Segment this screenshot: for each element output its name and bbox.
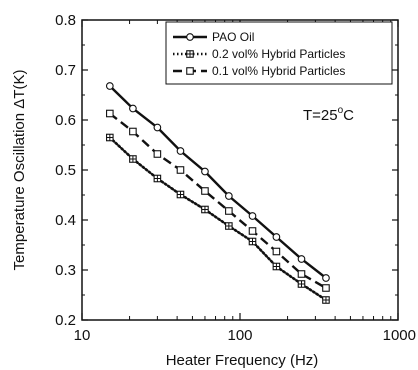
axis-ticks: 0.2 0.3 0.4 0.5 0.6 0.7 0.8 10 100 1000 (55, 12, 416, 344)
data-point (225, 222, 233, 230)
annotation-sup: o (338, 105, 344, 116)
legend-marker-box (186, 67, 194, 75)
data-point-box (106, 109, 114, 118)
series-line (108, 85, 327, 279)
legend: PAO Oil 0.2 vol% Hybrid Particles 0.1 vol%… (165, 21, 393, 85)
y-tick-label: 0.4 (55, 212, 76, 229)
data-point (153, 174, 162, 183)
data-point (153, 123, 162, 132)
y-tick-label: 0.3 (55, 262, 76, 279)
series-group (105, 82, 330, 304)
data-point (272, 262, 281, 271)
data-point-box (272, 247, 281, 256)
data-point (129, 155, 137, 163)
data-point-box (129, 127, 137, 136)
series-2 (106, 133, 330, 304)
series-line (108, 136, 328, 302)
legend-marker (186, 67, 194, 75)
series-3 (106, 109, 330, 292)
y-tick-label: 0.5 (55, 162, 76, 179)
data-point-box (176, 166, 185, 174)
data-point-box (153, 150, 162, 158)
legend-label: 0.2 vol% Hybrid Particles (212, 47, 345, 61)
data-point (322, 274, 330, 282)
data-point-box (248, 227, 257, 235)
data-point (224, 192, 233, 200)
data-point (248, 237, 257, 246)
legend-box (165, 21, 393, 85)
data-point-box (322, 284, 330, 292)
data-point (105, 82, 114, 90)
data-point (272, 233, 281, 241)
legend-marker (186, 50, 194, 58)
data-point (201, 167, 209, 176)
legend-items: PAO Oil 0.2 vol% Hybrid Particles 0.1 vol%… (173, 30, 345, 78)
data-point (248, 227, 257, 235)
data-point-box (201, 187, 209, 195)
legend-marker (186, 33, 194, 41)
x-axis-label: Heater Frequency (Hz) (166, 352, 319, 369)
data-point (322, 296, 330, 304)
data-point (129, 127, 137, 136)
data-point (248, 212, 257, 220)
legend-item: 0.1 vol% Hybrid Particles (173, 64, 345, 78)
legend-item: 0.2 vol% Hybrid Particles (173, 47, 345, 61)
legend-item: PAO Oil (173, 30, 254, 44)
data-point (201, 205, 209, 214)
data-point (297, 270, 306, 278)
data-point (225, 207, 233, 215)
data-point (272, 247, 281, 256)
y-tick-label: 0.2 (55, 312, 76, 329)
x-tick-label: 10 (74, 327, 91, 344)
annotation-main: T=25 (303, 107, 338, 124)
data-point (322, 284, 330, 292)
series-1 (105, 82, 330, 282)
y-tick-label: 0.8 (55, 12, 76, 29)
temperature-annotation: T=25oC (303, 105, 354, 124)
data-point-box (225, 207, 233, 215)
series-line (109, 112, 327, 290)
legend-label: 0.1 vol% Hybrid Particles (212, 64, 345, 78)
y-axis-label: Temperature Oscillation ΔT(K) (11, 70, 28, 271)
data-point (153, 150, 162, 158)
data-point (176, 166, 185, 174)
y-tick-label: 0.6 (55, 112, 76, 129)
annotation-unit: C (343, 107, 354, 124)
data-point (297, 255, 306, 263)
data-point (176, 190, 185, 199)
legend-label: PAO Oil (212, 30, 254, 44)
data-point (106, 109, 114, 118)
data-point (129, 104, 137, 113)
data-point (297, 280, 306, 288)
data-point-box (297, 270, 306, 278)
y-tick-label: 0.7 (55, 62, 76, 79)
data-point (201, 187, 209, 195)
data-point (176, 147, 185, 155)
data-point (106, 133, 114, 142)
x-tick-label: 100 (227, 327, 252, 344)
x-tick-label: 1000 (383, 327, 416, 344)
